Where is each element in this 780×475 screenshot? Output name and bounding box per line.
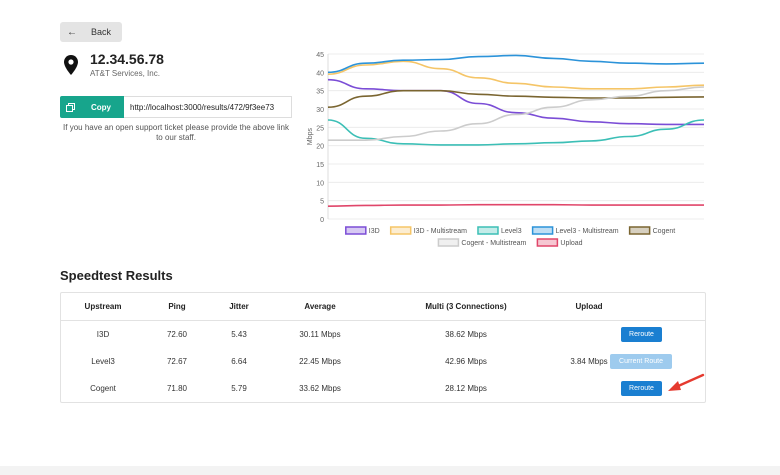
arrow-left-icon: ← [67,26,77,38]
legend-label: I3D - Multistream [414,228,467,235]
header-multi: Multi (3 Connections) [425,302,507,311]
share-link-group: Copy http://localhost:3000/results/472/9… [60,96,292,118]
cell-upstream: Cogent [90,384,116,393]
series-line-level3-multistream [327,54,705,74]
header-ping: Ping [168,302,186,311]
result-url-field[interactable]: http://localhost:3000/results/472/9f3ee7… [124,96,292,118]
red-arrow-icon [668,373,705,391]
results-table: Upstream Ping Jitter Average Multi (3 Co… [60,292,706,403]
legend-swatch [389,226,412,235]
copy-label: Copy [91,102,111,112]
y-tick-label: 5 [320,199,324,206]
ip-address: 12.34.56.78 [90,51,164,67]
cell-average: 22.45 Mbps [299,357,341,366]
cell-upload: 3.84 Mbps [570,357,608,366]
cell-average: 30.11 Mbps [299,330,341,339]
table-header: Upstream Ping Jitter Average Multi (3 Co… [61,293,705,321]
cell-multi: 28.12 Mbps [445,384,487,393]
reroute-button-i3d[interactable]: Reroute [621,327,662,342]
header-upload: Upload [575,302,603,311]
back-label: Back [91,27,112,37]
cell-jitter: 5.43 [231,330,247,339]
support-note: If you have an open support ticket pleas… [63,123,289,142]
isp-name: AT&T Services, Inc. [90,69,160,78]
table-row: Cogent 71.80 5.79 33.62 Mbps 28.12 Mbps … [61,375,705,402]
cell-jitter: 5.79 [231,384,247,393]
cell-ping: 72.60 [166,330,188,339]
cell-upload [561,375,617,402]
cell-average: 33.62 Mbps [299,384,341,393]
legend-label: Level3 [501,228,522,235]
legend-swatch [477,226,499,235]
y-tick-label: 25 [316,125,324,132]
legend-swatch [536,238,559,247]
header-average: Average [304,302,336,311]
header-upstream: Upstream [84,302,122,311]
legend-label: Cogent [653,228,676,235]
table-row: I3D 72.60 5.43 30.11 Mbps 38.62 Mbps Rer… [61,321,705,348]
y-tick-label: 45 [316,52,324,59]
y-axis-label: Mbps [307,127,314,145]
y-tick-label: 40 [316,70,324,77]
series-line-cogent-multistream [328,86,705,141]
y-tick-label: 0 [320,217,324,224]
legend-swatch [531,226,554,235]
results-title: Speedtest Results [60,268,173,283]
legend-label: I3D [369,228,380,235]
series-line-upload [327,203,704,207]
cell-upstream: I3D [96,330,110,339]
legend-label: Upload [560,240,582,247]
cell-multi: 42.96 Mbps [445,357,487,366]
back-button[interactable]: ← Back [60,22,122,42]
copy-icon [66,102,75,112]
legend-swatch [437,238,460,247]
bottom-bar [0,466,780,475]
legend-label: Cogent - Multistream [461,240,526,247]
cell-ping: 71.80 [166,384,188,393]
series-line-i3d-multistream [327,60,705,90]
current-route-button-level3[interactable]: Current Route [610,354,672,369]
speed-line-chart: 0 5 10 15 20 25 30 35 40 45 Mbps I3D I3D - Multistre… [307,52,705,247]
header-jitter: Jitter [229,302,249,311]
cell-upstream: Level3 [91,357,115,366]
legend-swatch [628,226,651,235]
table-row: Level3 72.67 6.64 22.45 Mbps 42.96 Mbps … [61,348,705,375]
y-tick-label: 35 [316,89,324,96]
series-line-cogent [327,89,705,108]
y-tick-label: 20 [316,144,324,151]
legend-swatch [345,226,367,235]
reroute-button-cogent[interactable]: Reroute [621,381,662,396]
legend-label: Level3 - Multistream [556,228,619,235]
copy-button[interactable]: Copy [60,96,124,118]
y-tick-label: 30 [316,107,324,114]
cell-upload [561,321,617,348]
cell-multi: 38.62 Mbps [445,330,487,339]
cell-jitter: 6.64 [231,357,247,366]
y-tick-label: 10 [316,180,324,187]
map-pin-icon [64,55,78,75]
cell-ping: 72.67 [166,357,188,366]
y-tick-label: 15 [316,162,324,169]
series-line-i3d [327,78,704,126]
series-line-level3 [327,119,705,146]
